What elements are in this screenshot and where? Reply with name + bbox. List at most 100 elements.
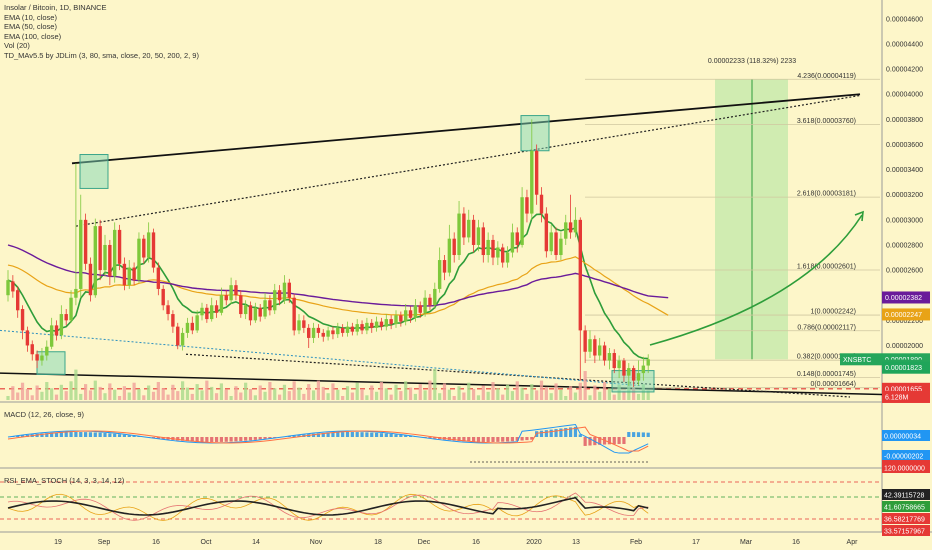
volume-bar: [156, 382, 160, 400]
rsi-title[interactable]: RSI_EMA_STOCH (14, 3, 3, 14, 12): [4, 476, 125, 485]
macd-histogram-bar: [64, 432, 68, 437]
macd-histogram-bar: [331, 432, 335, 437]
volume-bar: [583, 371, 587, 400]
x-tick-label: 19: [54, 539, 62, 546]
volume-bar: [515, 381, 519, 400]
candle-body: [6, 280, 10, 296]
macd-histogram-bar: [379, 433, 384, 437]
macd-histogram-bar: [59, 432, 63, 437]
volume-bar: [142, 395, 146, 400]
rsi-tag: [882, 462, 930, 473]
legend-volume[interactable]: Vol (20): [4, 41, 30, 51]
candle-body: [568, 222, 573, 233]
candle-body: [510, 232, 515, 253]
highlight-box: [36, 351, 66, 375]
candle-body: [142, 238, 146, 258]
volume-bar: [16, 392, 20, 400]
volume-bar: [93, 380, 97, 400]
candle-body: [277, 290, 282, 301]
macd-histogram-bar: [151, 437, 156, 438]
volume-bar: [79, 393, 83, 400]
legend-ema10[interactable]: EMA (10, close): [4, 12, 57, 22]
macd-histogram-bar: [559, 428, 563, 437]
macd-histogram-bar: [200, 437, 204, 442]
macd-histogram-bar: [573, 426, 578, 437]
legend-ema50[interactable]: EMA (50, close): [4, 22, 57, 32]
volume-bar: [559, 389, 563, 400]
volume-bar: [20, 382, 25, 400]
volume-bar: [40, 391, 44, 400]
volume-bar: [302, 393, 306, 400]
candle-body: [462, 213, 466, 238]
macd-histogram-bar: [287, 436, 291, 437]
candle-body: [336, 327, 340, 335]
y-tick-label: 0.00004400: [886, 41, 923, 48]
candle-body: [219, 295, 224, 313]
candle-body: [428, 297, 432, 306]
volume-bar: [147, 385, 151, 400]
volume-bar: [438, 393, 442, 400]
candle-body: [59, 314, 64, 336]
macd-histogram-bar: [244, 437, 248, 441]
candle-body: [64, 314, 68, 321]
volume-bar: [408, 387, 413, 400]
volume-bar: [321, 386, 325, 400]
macd-histogram-bar: [452, 437, 456, 441]
volume-bar: [200, 390, 204, 400]
fib-level-label: 0(0.00001664): [810, 381, 856, 388]
candle-body: [598, 345, 602, 356]
volume-bar: [539, 380, 544, 400]
volume-bar: [607, 388, 611, 400]
fib-level-label: 4.236(0.00004119): [797, 73, 856, 80]
macd-title[interactable]: MACD (12, 26, close, 9): [4, 410, 85, 419]
x-tick-label: Apr: [847, 539, 859, 546]
price-tag: [882, 291, 930, 304]
volume-bar: [64, 391, 68, 400]
volume-bar: [287, 391, 291, 400]
candle-body: [302, 320, 306, 328]
chart-title[interactable]: Insolar / Bitcoin, 1D, BINANCE: [4, 3, 107, 12]
candle-body: [210, 305, 214, 320]
candle-body: [74, 288, 78, 298]
candle-body: [282, 282, 287, 301]
candle-body: [607, 353, 612, 361]
candle-body: [292, 297, 296, 331]
volume-bar: [258, 385, 262, 400]
candle-body: [321, 332, 325, 337]
volume-bar: [45, 382, 49, 400]
macd-histogram-bar: [263, 437, 267, 439]
candle-body: [505, 252, 510, 263]
projection-arrow: [649, 214, 863, 346]
macd-histogram-bar: [54, 432, 59, 437]
candle-body: [316, 327, 321, 333]
candle-body: [229, 285, 233, 301]
volume-bar: [622, 391, 626, 400]
candle-body: [20, 309, 25, 331]
volume-bar: [433, 368, 437, 400]
volume-bar: [161, 388, 165, 400]
volume-bar: [190, 393, 194, 400]
legend-ema100[interactable]: EMA (100, close): [4, 31, 62, 41]
macd-histogram-bar: [195, 437, 199, 442]
candle-body: [646, 359, 650, 366]
candle-body: [457, 213, 461, 256]
volume-bar: [219, 383, 223, 400]
volume-bar: [549, 393, 553, 400]
candle-body: [549, 232, 553, 252]
candle-body: [501, 247, 505, 263]
candle-body: [631, 368, 636, 381]
volume-bar: [404, 381, 408, 400]
candle-body: [491, 239, 495, 258]
legend-tdma[interactable]: TD_MAv5.5 by JDLim (3, 80, sma, close, 2…: [4, 50, 199, 60]
candle-body: [515, 232, 519, 245]
macd-histogram-bar: [113, 433, 117, 437]
macd-histogram-bar: [510, 437, 514, 442]
volume-bar: [379, 382, 384, 400]
candle-body: [345, 326, 350, 333]
candle-body: [79, 219, 83, 289]
macd-histogram-bar: [268, 437, 272, 439]
macd-histogram-bar: [505, 437, 510, 442]
volume-bar: [544, 386, 548, 400]
y-tick-label: 0.00002800: [886, 242, 923, 249]
